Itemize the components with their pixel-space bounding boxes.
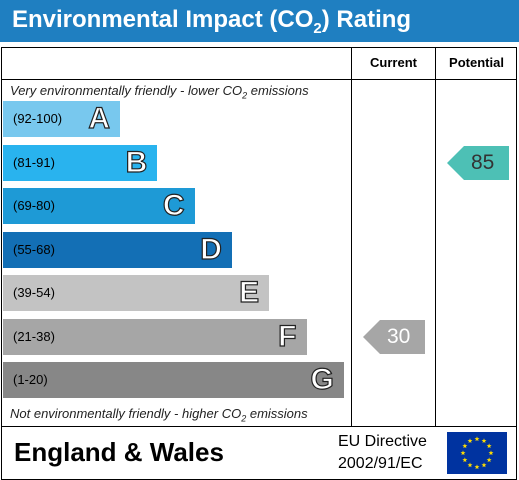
- band-a: (92-100) A: [3, 101, 120, 137]
- star-icon: [462, 443, 468, 449]
- potential-arrow-shape: [447, 145, 509, 180]
- band-letter: C: [162, 188, 185, 222]
- star-icon: [467, 438, 473, 443]
- star-icon: [481, 438, 487, 443]
- band-range: (39-54): [13, 285, 55, 300]
- band-g: (1-20) G: [3, 362, 344, 398]
- current-rating-value: 30: [387, 324, 411, 348]
- band-letter: A: [88, 101, 111, 135]
- directive-line-2: 2002/91/EC: [338, 455, 423, 472]
- star-icon: [481, 462, 487, 468]
- band-e: (39-54) E: [3, 275, 270, 311]
- potential-rating-value: 85: [471, 150, 495, 174]
- band-letter: F: [278, 319, 298, 353]
- current-arrow-shape: [363, 319, 425, 354]
- top-note: Very environmentally friendly - lower CO…: [10, 83, 309, 101]
- directive-line-1: EU Directive: [338, 433, 427, 450]
- star-icon: [486, 443, 492, 449]
- rating-table: [1, 47, 517, 427]
- band-d: (55-68) D: [3, 231, 232, 268]
- band-letter: E: [239, 275, 260, 309]
- band-letter: B: [125, 145, 148, 179]
- star-icon: [467, 462, 473, 468]
- title-bar: Environmental Impact (CO2) Rating: [0, 0, 519, 42]
- region-label: England & Wales: [14, 437, 224, 467]
- eu-stars: [460, 436, 494, 470]
- band-range: (92-100): [13, 111, 63, 126]
- band-range: (81-91): [13, 154, 55, 170]
- star-icon: [462, 457, 468, 463]
- column-divider: [435, 47, 436, 427]
- current-column-header: Current: [370, 55, 417, 70]
- band-f: (21-38) F: [3, 318, 307, 355]
- potential-column-header: Potential: [449, 55, 504, 70]
- star-icon: [488, 450, 494, 456]
- bottom-note: Not environmentally friendly - higher CO…: [10, 406, 308, 424]
- header-divider: [1, 79, 517, 80]
- column-divider: [351, 47, 352, 427]
- page-title: Environmental Impact (CO2) Rating: [12, 6, 412, 37]
- star-icon: [486, 457, 492, 463]
- band-b: (81-91) B: [3, 144, 158, 181]
- band-letter: D: [200, 232, 223, 266]
- band-range: (55-68): [13, 241, 55, 257]
- band-range: (1-20): [13, 372, 48, 387]
- band-c: (69-80) C: [3, 188, 195, 224]
- band-letter: G: [310, 362, 335, 396]
- star-icon: [474, 436, 480, 442]
- band-range: (21-38): [13, 328, 55, 344]
- star-icon: [460, 450, 466, 456]
- eu-flag-icon: [447, 432, 507, 474]
- band-range: (69-80): [13, 198, 55, 213]
- star-icon: [474, 464, 480, 470]
